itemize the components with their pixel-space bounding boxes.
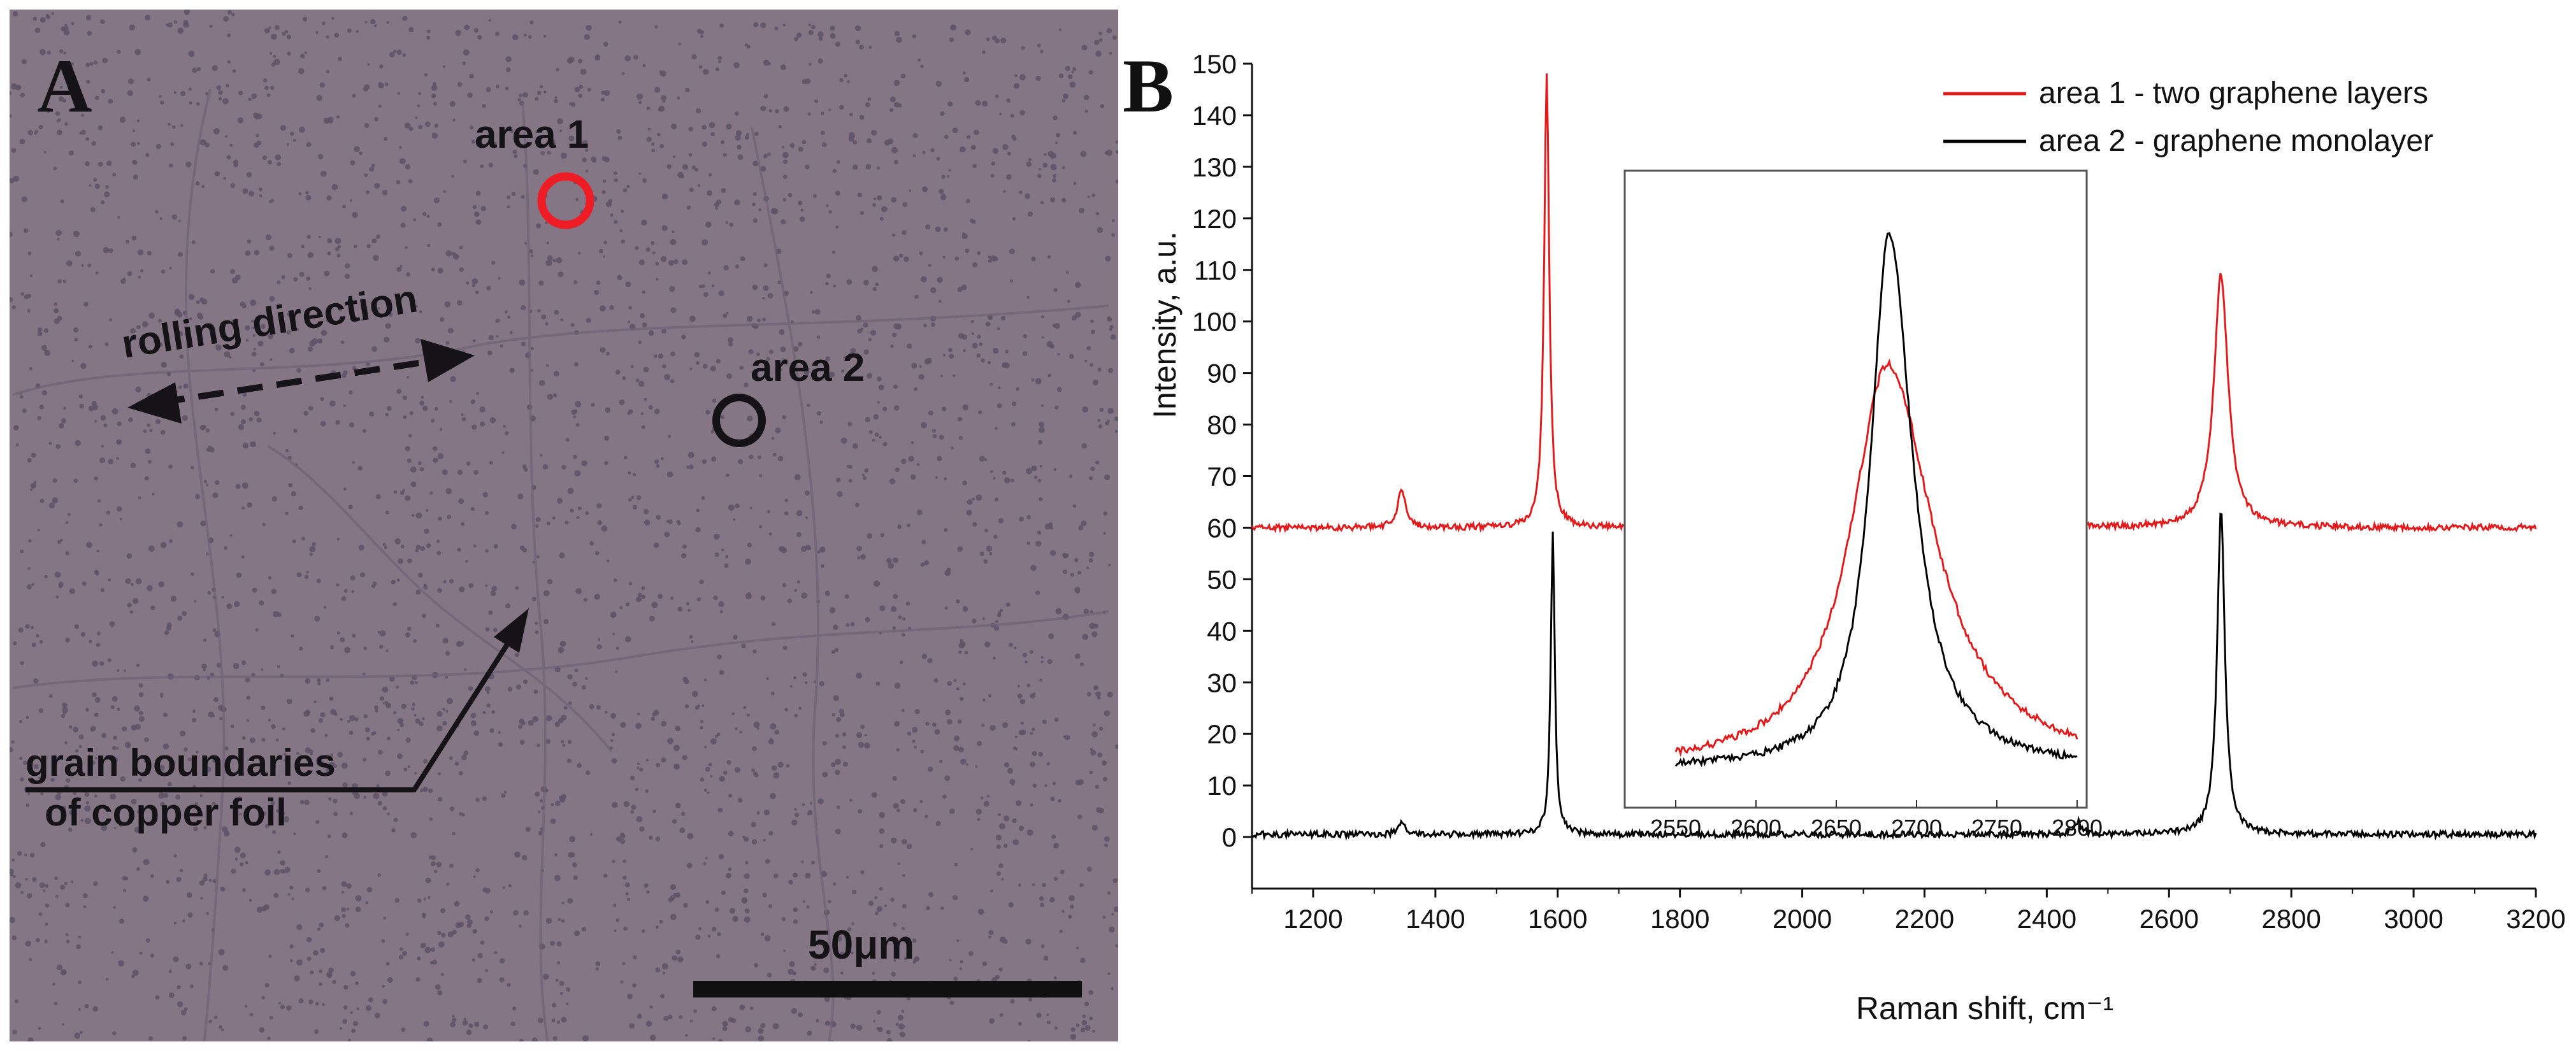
inset-x-tick-label: 2650	[1811, 815, 1862, 841]
inset-x-tick-label: 2600	[1731, 815, 1781, 841]
legend: area 1 - two graphene layers area 2 - gr…	[1943, 76, 2433, 158]
scale-bar-label: 50μm	[808, 922, 914, 968]
x-axis-label: Raman shift, cm⁻¹	[1856, 990, 2113, 1026]
inset-series-line-1	[1674, 358, 2078, 757]
inset-axes: 2550 2600 2650 2700 2750 2800	[1650, 800, 2103, 841]
micrograph-background	[10, 10, 1118, 1041]
x-tick-label: 3200	[2506, 904, 2565, 934]
y-tick-label: 0	[1222, 822, 1237, 852]
y-tick-label: 110	[1194, 255, 1237, 285]
y-tick-label: 40	[1207, 616, 1237, 646]
inset-panel	[1623, 169, 2088, 809]
micrograph-panel: A area 1 area 2 rolling direction grain …	[10, 10, 1118, 1041]
x-tick-label: 2600	[2140, 904, 2199, 934]
inset-x-tick-label: 2800	[2052, 815, 2103, 841]
y-tick-label: 150	[1192, 49, 1237, 79]
rolling-direction-arrow	[127, 339, 475, 424]
main-axes: 0 10 20 30 40 50 60 70 80 90 100 110 120 130 140 150 120…	[1192, 49, 2566, 934]
raman-chart: B 0 10 20 30 40 50 60 70 80 90 100 110 120 130 140 150 1…	[1123, 43, 2566, 1026]
x-tick-label: 2000	[1773, 904, 1832, 934]
x-tick-label: 3000	[2384, 904, 2443, 934]
area-1-label: area 1	[475, 113, 589, 157]
series-line-2	[1251, 512, 2537, 841]
x-tick-label: 2800	[2261, 904, 2321, 934]
inset-series-line-2	[1674, 232, 2078, 768]
y-tick-label: 60	[1207, 513, 1237, 543]
grain-boundary-pointer-arrow	[25, 608, 529, 792]
x-tick-label: 1600	[1528, 904, 1587, 934]
legend-label-area-2: area 2 - graphene monolayer	[2039, 124, 2433, 158]
x-tick-label: 1400	[1406, 904, 1465, 934]
inset-x-tick-label: 2750	[1971, 815, 2022, 841]
y-tick-label: 130	[1192, 152, 1237, 182]
grain-boundaries-label-line1: grain boundaries	[25, 741, 336, 784]
y-tick-label: 70	[1207, 462, 1237, 492]
inset-series-group	[1674, 232, 2078, 768]
area-1-marker	[537, 172, 594, 229]
panel-b-label: B	[1123, 43, 1174, 128]
y-tick-label: 90	[1207, 359, 1237, 389]
area-2-marker	[712, 394, 766, 447]
y-tick-label: 10	[1207, 771, 1237, 801]
y-tick-label: 50	[1207, 564, 1237, 594]
scale-bar	[693, 981, 1082, 997]
x-tick-label: 1800	[1650, 904, 1709, 934]
grain-boundaries-label-line2: of copper foil	[45, 791, 287, 834]
y-tick-label: 120	[1192, 204, 1237, 234]
x-tick-label: 2200	[1895, 904, 1954, 934]
x-tick-label: 1200	[1283, 904, 1342, 934]
y-tick-label: 30	[1207, 668, 1237, 697]
x-tick-label: 2400	[2017, 904, 2076, 934]
panel-a-label: A	[37, 43, 92, 128]
y-tick-label: 140	[1192, 101, 1237, 131]
inset-x-tick-label: 2700	[1891, 815, 1942, 841]
legend-label-area-1: area 1 - two graphene layers	[2039, 76, 2428, 110]
area-2-label: area 2	[751, 346, 865, 390]
y-tick-label: 80	[1207, 410, 1237, 440]
grain-boundary-lines	[12, 89, 1109, 1041]
y-axis-label: Intensity, a.u.	[1147, 231, 1183, 418]
y-tick-label: 20	[1207, 719, 1237, 749]
y-tick-label: 100	[1192, 307, 1237, 337]
inset-x-tick-label: 2550	[1650, 815, 1701, 841]
